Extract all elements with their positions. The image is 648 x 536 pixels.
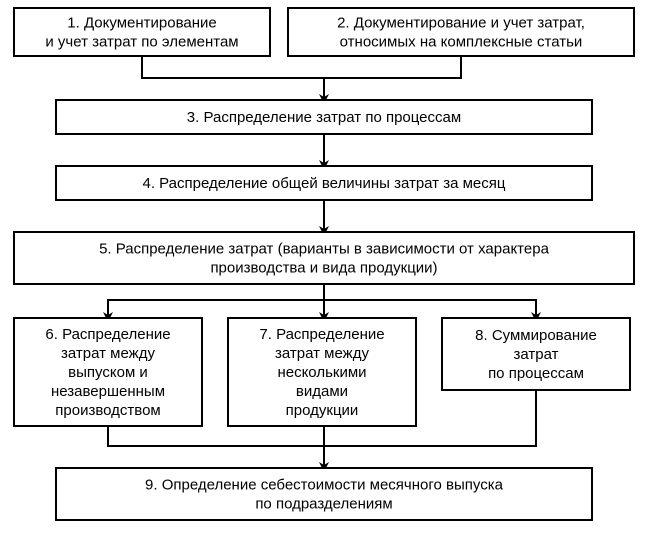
edge-n6-n9 (108, 426, 324, 468)
node-label-n9-line1: по подразделениям (255, 495, 392, 512)
node-n3: 3. Распределение затрат по процессам (56, 100, 592, 134)
node-label-n6-line2: выпуском и (68, 364, 148, 381)
node-label-n4-line0: 4. Распределение общей величины затрат з… (143, 175, 506, 192)
node-label-n6-line0: 6. Распределение (45, 326, 170, 343)
node-label-n7-line4: продукции (286, 402, 359, 419)
edge-n2-n3 (324, 56, 461, 100)
node-label-n7-line1: затрат между (275, 345, 369, 362)
edge-n5-n6 (108, 284, 324, 318)
node-label-n3-line0: 3. Распределение затрат по процессам (187, 109, 461, 126)
node-label-n5-line1: производства и вида продукции) (210, 259, 437, 276)
node-n1: 1. Документирование и учет затрат по элем… (14, 8, 270, 56)
node-label-n8-line0: 8. Суммирование (475, 327, 597, 344)
node-label-n9-line0: 9. Определение себестоимости месячного в… (145, 476, 504, 493)
node-label-n1-line1: и учет затрат по элементам (45, 33, 238, 50)
node-label-n1-line0: 1. Документирование (67, 14, 216, 31)
node-label-n6-line4: производством (55, 402, 160, 419)
node-n8: 8. Суммирование затрат по процессам (442, 318, 630, 390)
node-label-n2-line0: 2. Документирование и учет затрат, (337, 14, 585, 31)
edge-n5-n8 (324, 284, 536, 318)
node-n4: 4. Распределение общей величины затрат з… (56, 166, 592, 200)
node-label-n2-line1: относимых на комплексные статьи (340, 33, 583, 50)
cost-flowchart: 1. Документирование и учет затрат по элем… (0, 0, 648, 536)
node-label-n5-line0: 5. Распределение затрат (варианты в зави… (99, 240, 550, 257)
node-label-n8-line1: затрат (514, 346, 559, 363)
node-n7: 7. Распределение затрат между несколькими в… (228, 318, 416, 426)
node-n6: 6. Распределение затрат между выпуском и не… (14, 318, 202, 426)
node-label-n7-line2: несколькими (277, 364, 366, 381)
node-label-n6-line3: незавершенным (51, 383, 165, 400)
edge-n1-n3 (142, 56, 324, 100)
node-n5: 5. Распределение затрат (варианты в зави… (14, 232, 634, 284)
node-n2: 2. Документирование и учет затрат, относи… (288, 8, 634, 56)
node-label-n7-line3: видами (296, 383, 348, 400)
node-n9: 9. Определение себестоимости месячного в… (56, 468, 592, 520)
node-label-n7-line0: 7. Распределение (259, 326, 384, 343)
node-label-n8-line2: по процессам (488, 365, 584, 382)
node-label-n6-line1: затрат между (61, 345, 155, 362)
